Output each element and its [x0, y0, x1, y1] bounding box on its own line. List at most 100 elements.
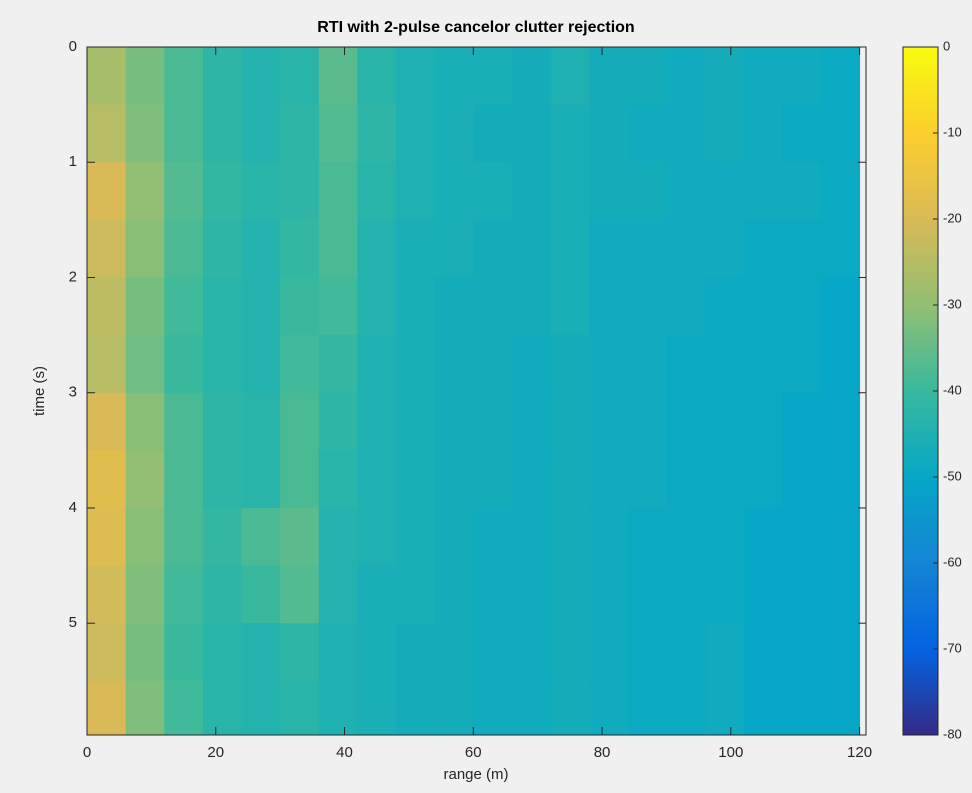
heatmap-cell	[666, 219, 706, 278]
heatmap-cell	[511, 162, 552, 221]
colorbar	[902, 46, 939, 736]
heatmap-cell	[550, 277, 590, 336]
heatmap-cell	[87, 162, 127, 221]
heatmap-cell	[743, 335, 783, 394]
heatmap-cell	[87, 219, 127, 278]
heatmap-cell	[743, 47, 783, 106]
heatmap-cell	[241, 680, 281, 735]
heatmap-cell	[820, 623, 861, 682]
heatmap-cell	[511, 392, 552, 451]
x-axis-label: range (m)	[443, 766, 508, 783]
heatmap-cell	[87, 104, 127, 163]
heatmap-cell	[820, 392, 861, 451]
heatmap-cell	[820, 335, 861, 394]
heatmap-cell	[627, 104, 667, 163]
heatmap-cell	[627, 680, 667, 735]
heatmap-cell	[125, 623, 165, 682]
heatmap-cell	[125, 392, 165, 451]
heatmap-cell	[666, 507, 706, 567]
colorbar-tick-label: -80	[943, 726, 962, 741]
heatmap-cell	[627, 277, 667, 336]
heatmap-cell	[666, 104, 706, 163]
heatmap-cell	[473, 392, 513, 451]
heatmap-cell	[164, 392, 204, 451]
heatmap-cell	[164, 507, 204, 567]
heatmap-cell	[589, 450, 629, 509]
x-tick-label: 100	[718, 744, 743, 761]
heatmap-cell	[666, 162, 706, 221]
heatmap-cell	[87, 507, 127, 567]
heatmap-cell	[357, 507, 397, 567]
heatmap-cell	[589, 219, 629, 278]
heatmap-cell	[473, 277, 513, 336]
heatmap-cell	[164, 623, 204, 682]
heatmap-cell	[241, 277, 281, 336]
heatmap-cell	[396, 680, 436, 735]
heatmap-cell	[627, 507, 667, 567]
axes-box	[86, 46, 867, 736]
heatmap-cell	[589, 47, 629, 106]
heatmap-cell	[125, 507, 165, 567]
heatmap-cell	[705, 47, 745, 106]
heatmap-cell	[511, 680, 552, 735]
heatmap-cell	[396, 565, 436, 624]
heatmap-cell	[550, 450, 590, 509]
heatmap-cell	[396, 450, 436, 509]
heatmap-cell	[357, 450, 397, 509]
heatmap-cell	[125, 565, 165, 624]
heatmap-cell	[589, 623, 629, 682]
heatmap-cell	[164, 219, 204, 278]
heatmap-cell	[164, 450, 204, 509]
heatmap-cell	[511, 104, 552, 163]
heatmap-cell	[87, 450, 127, 509]
heatmap-cell	[434, 277, 474, 336]
heatmap-cell	[705, 565, 745, 624]
heatmap-cell	[434, 450, 474, 509]
heatmap-cell	[318, 623, 358, 682]
heatmap-cell	[164, 104, 204, 163]
heatmap-cell	[202, 335, 243, 394]
heatmap-cell	[473, 47, 513, 106]
heatmap-cell	[318, 104, 358, 163]
heatmap-cell	[627, 219, 667, 278]
heatmap-cell	[820, 565, 861, 624]
heatmap-cell	[589, 392, 629, 451]
heatmap-cell	[125, 104, 165, 163]
heatmap-cell	[434, 162, 474, 221]
heatmap-cell	[473, 219, 513, 278]
heatmap-cell	[202, 565, 243, 624]
x-tick-label: 80	[594, 744, 611, 761]
heatmap-cell	[666, 392, 706, 451]
x-tick-label: 0	[83, 744, 91, 761]
heatmap-cell	[241, 623, 281, 682]
heatmap-cell	[202, 277, 243, 336]
heatmap-cell	[318, 162, 358, 221]
heatmap-cell	[357, 162, 397, 221]
heatmap-cell	[434, 623, 474, 682]
x-tick-label: 20	[207, 744, 224, 761]
heatmap-cell	[666, 47, 706, 106]
heatmap-cell	[627, 565, 667, 624]
heatmap-cell	[666, 623, 706, 682]
heatmap-cell	[202, 219, 243, 278]
heatmap-cell	[705, 450, 745, 509]
heatmap-cell	[87, 47, 127, 106]
heatmap-cell	[511, 47, 552, 106]
heatmap-cell	[241, 565, 281, 624]
heatmap-cell	[705, 219, 745, 278]
heatmap-cell	[627, 392, 667, 451]
heatmap-cell	[241, 450, 281, 509]
heatmap-cell	[705, 162, 745, 221]
heatmap-cell	[705, 623, 745, 682]
heatmap-cell	[473, 507, 513, 567]
heatmap-cell	[280, 565, 320, 624]
heatmap-cell	[666, 335, 706, 394]
y-tick-label: 3	[69, 384, 77, 401]
heatmap-cell	[202, 47, 243, 106]
heatmap-cell	[589, 104, 629, 163]
heatmap-cell	[396, 104, 436, 163]
heatmap-cell	[473, 335, 513, 394]
heatmap-cell	[511, 335, 552, 394]
heatmap-cell	[782, 277, 822, 336]
colorbar-tick-label: -50	[943, 468, 962, 483]
